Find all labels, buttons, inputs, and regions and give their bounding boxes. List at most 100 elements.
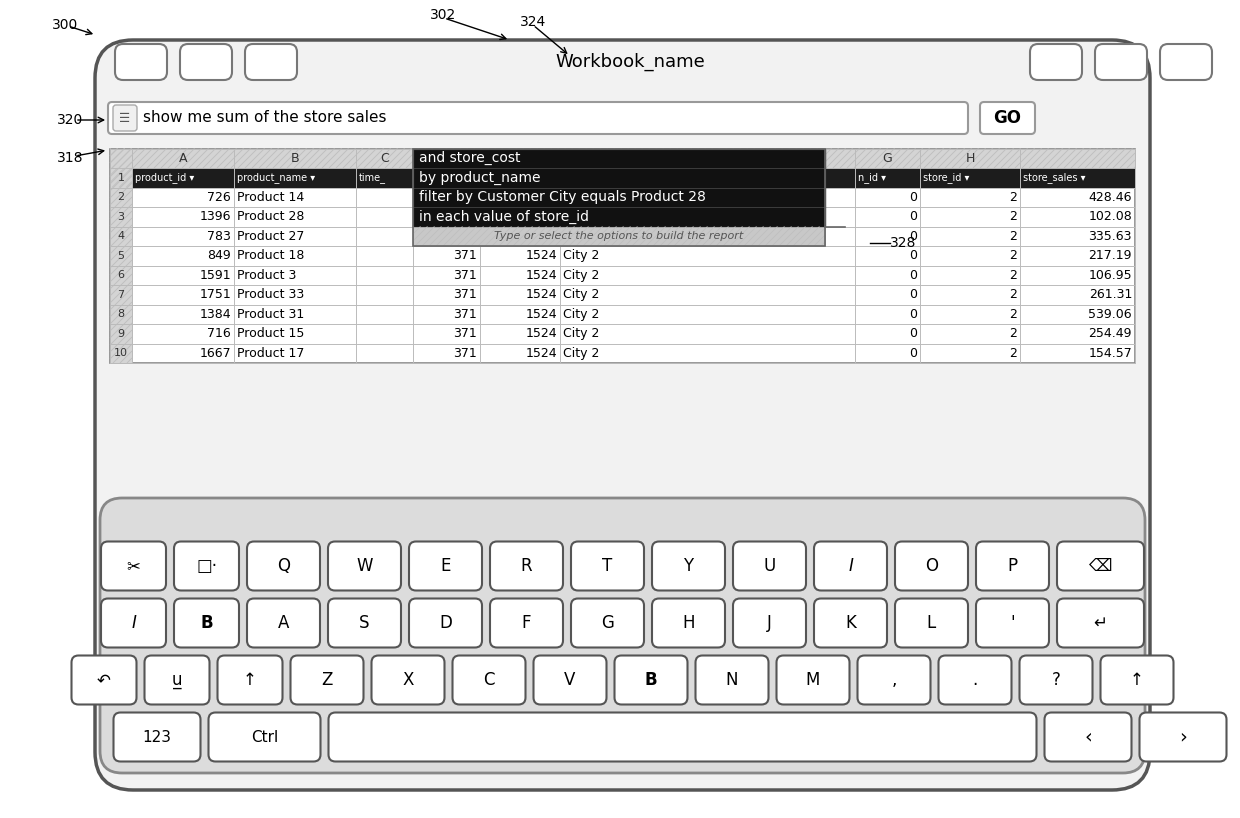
FancyBboxPatch shape xyxy=(100,542,166,591)
FancyBboxPatch shape xyxy=(329,712,1037,762)
Bar xyxy=(110,149,131,363)
Text: 1524: 1524 xyxy=(526,347,557,360)
Text: ↑: ↑ xyxy=(243,671,257,689)
Bar xyxy=(413,149,825,246)
Text: B: B xyxy=(200,614,213,632)
Text: store_sales ▾: store_sales ▾ xyxy=(1023,173,1085,183)
Text: 261.31: 261.31 xyxy=(1089,288,1132,301)
Text: 2: 2 xyxy=(1009,327,1017,340)
Text: 2: 2 xyxy=(1009,347,1017,360)
FancyBboxPatch shape xyxy=(895,542,968,591)
Text: P: P xyxy=(1007,557,1018,575)
Text: 1524: 1524 xyxy=(526,269,557,281)
FancyBboxPatch shape xyxy=(1044,712,1131,762)
Text: 318: 318 xyxy=(57,151,83,165)
FancyBboxPatch shape xyxy=(180,44,232,80)
Text: store_id ▾: store_id ▾ xyxy=(923,173,970,183)
Text: J: J xyxy=(768,614,773,632)
Text: 106.95: 106.95 xyxy=(1089,269,1132,281)
FancyBboxPatch shape xyxy=(1140,712,1226,762)
FancyBboxPatch shape xyxy=(1056,542,1145,591)
FancyBboxPatch shape xyxy=(115,44,167,80)
Bar xyxy=(110,149,1135,363)
Text: 726: 726 xyxy=(207,191,231,204)
Text: 2: 2 xyxy=(1009,308,1017,321)
FancyBboxPatch shape xyxy=(1159,44,1211,80)
Text: City 2: City 2 xyxy=(563,269,599,281)
FancyBboxPatch shape xyxy=(174,599,239,648)
Text: Product 3: Product 3 xyxy=(237,269,296,281)
FancyBboxPatch shape xyxy=(1056,599,1145,648)
Text: 302: 302 xyxy=(430,8,456,22)
FancyBboxPatch shape xyxy=(652,542,725,591)
Text: Product 14: Product 14 xyxy=(237,191,304,204)
Text: 324: 324 xyxy=(520,15,547,29)
Text: Type or select the options to build the report: Type or select the options to build the … xyxy=(495,231,744,241)
FancyBboxPatch shape xyxy=(174,542,239,591)
Text: V: V xyxy=(564,671,575,689)
Text: 1524: 1524 xyxy=(526,308,557,321)
FancyBboxPatch shape xyxy=(247,542,320,591)
FancyBboxPatch shape xyxy=(290,655,363,704)
Text: U: U xyxy=(764,557,776,575)
Text: 8: 8 xyxy=(118,309,124,319)
FancyBboxPatch shape xyxy=(976,542,1049,591)
Text: time_: time_ xyxy=(360,173,386,183)
Text: Product 28: Product 28 xyxy=(237,210,304,223)
Text: H: H xyxy=(682,614,694,632)
Text: 539.06: 539.06 xyxy=(1089,308,1132,321)
Text: ☰: ☰ xyxy=(119,111,130,124)
FancyBboxPatch shape xyxy=(939,655,1012,704)
Text: City 2: City 2 xyxy=(563,288,599,301)
FancyBboxPatch shape xyxy=(490,599,563,648)
Text: 7: 7 xyxy=(118,290,124,299)
FancyBboxPatch shape xyxy=(858,655,930,704)
Text: Y: Y xyxy=(683,557,693,575)
Bar xyxy=(131,168,1135,187)
Text: Z: Z xyxy=(321,671,332,689)
Text: Q: Q xyxy=(277,557,290,575)
Text: G: G xyxy=(601,614,614,632)
FancyBboxPatch shape xyxy=(372,655,444,704)
FancyBboxPatch shape xyxy=(329,599,401,648)
Text: Product 33: Product 33 xyxy=(237,288,304,301)
Text: □·: □· xyxy=(196,557,217,575)
Text: 102.08: 102.08 xyxy=(1089,210,1132,223)
Text: B: B xyxy=(645,671,657,689)
FancyBboxPatch shape xyxy=(100,599,166,648)
Text: by product_name: by product_name xyxy=(419,171,541,185)
Text: ‹: ‹ xyxy=(1084,727,1092,747)
Text: 1591: 1591 xyxy=(200,269,231,281)
FancyBboxPatch shape xyxy=(247,599,320,648)
Text: S: S xyxy=(360,614,370,632)
Text: 2: 2 xyxy=(118,192,124,202)
Text: Workbook_name: Workbook_name xyxy=(556,53,704,71)
FancyBboxPatch shape xyxy=(733,542,806,591)
FancyBboxPatch shape xyxy=(1019,655,1092,704)
FancyBboxPatch shape xyxy=(813,542,887,591)
FancyBboxPatch shape xyxy=(453,655,526,704)
Text: C: C xyxy=(484,671,495,689)
Text: 0: 0 xyxy=(909,249,918,263)
Text: 1751: 1751 xyxy=(200,288,231,301)
Text: ,: , xyxy=(892,671,897,689)
Text: 1: 1 xyxy=(118,173,124,182)
FancyBboxPatch shape xyxy=(72,655,136,704)
Text: Product 17: Product 17 xyxy=(237,347,304,360)
Text: and store_cost: and store_cost xyxy=(419,151,521,165)
Text: City 2: City 2 xyxy=(563,327,599,340)
Text: E: E xyxy=(440,557,450,575)
Text: F: F xyxy=(522,614,531,632)
Text: I: I xyxy=(848,557,853,575)
Text: 0: 0 xyxy=(909,308,918,321)
Text: G: G xyxy=(883,152,893,164)
FancyBboxPatch shape xyxy=(570,542,644,591)
Text: 154.57: 154.57 xyxy=(1089,347,1132,360)
Text: 9: 9 xyxy=(118,329,124,339)
FancyBboxPatch shape xyxy=(409,599,482,648)
Text: K: K xyxy=(846,614,856,632)
Text: R: R xyxy=(521,557,532,575)
Text: GO: GO xyxy=(993,109,1021,127)
FancyBboxPatch shape xyxy=(1030,44,1083,80)
Text: A: A xyxy=(179,152,187,164)
